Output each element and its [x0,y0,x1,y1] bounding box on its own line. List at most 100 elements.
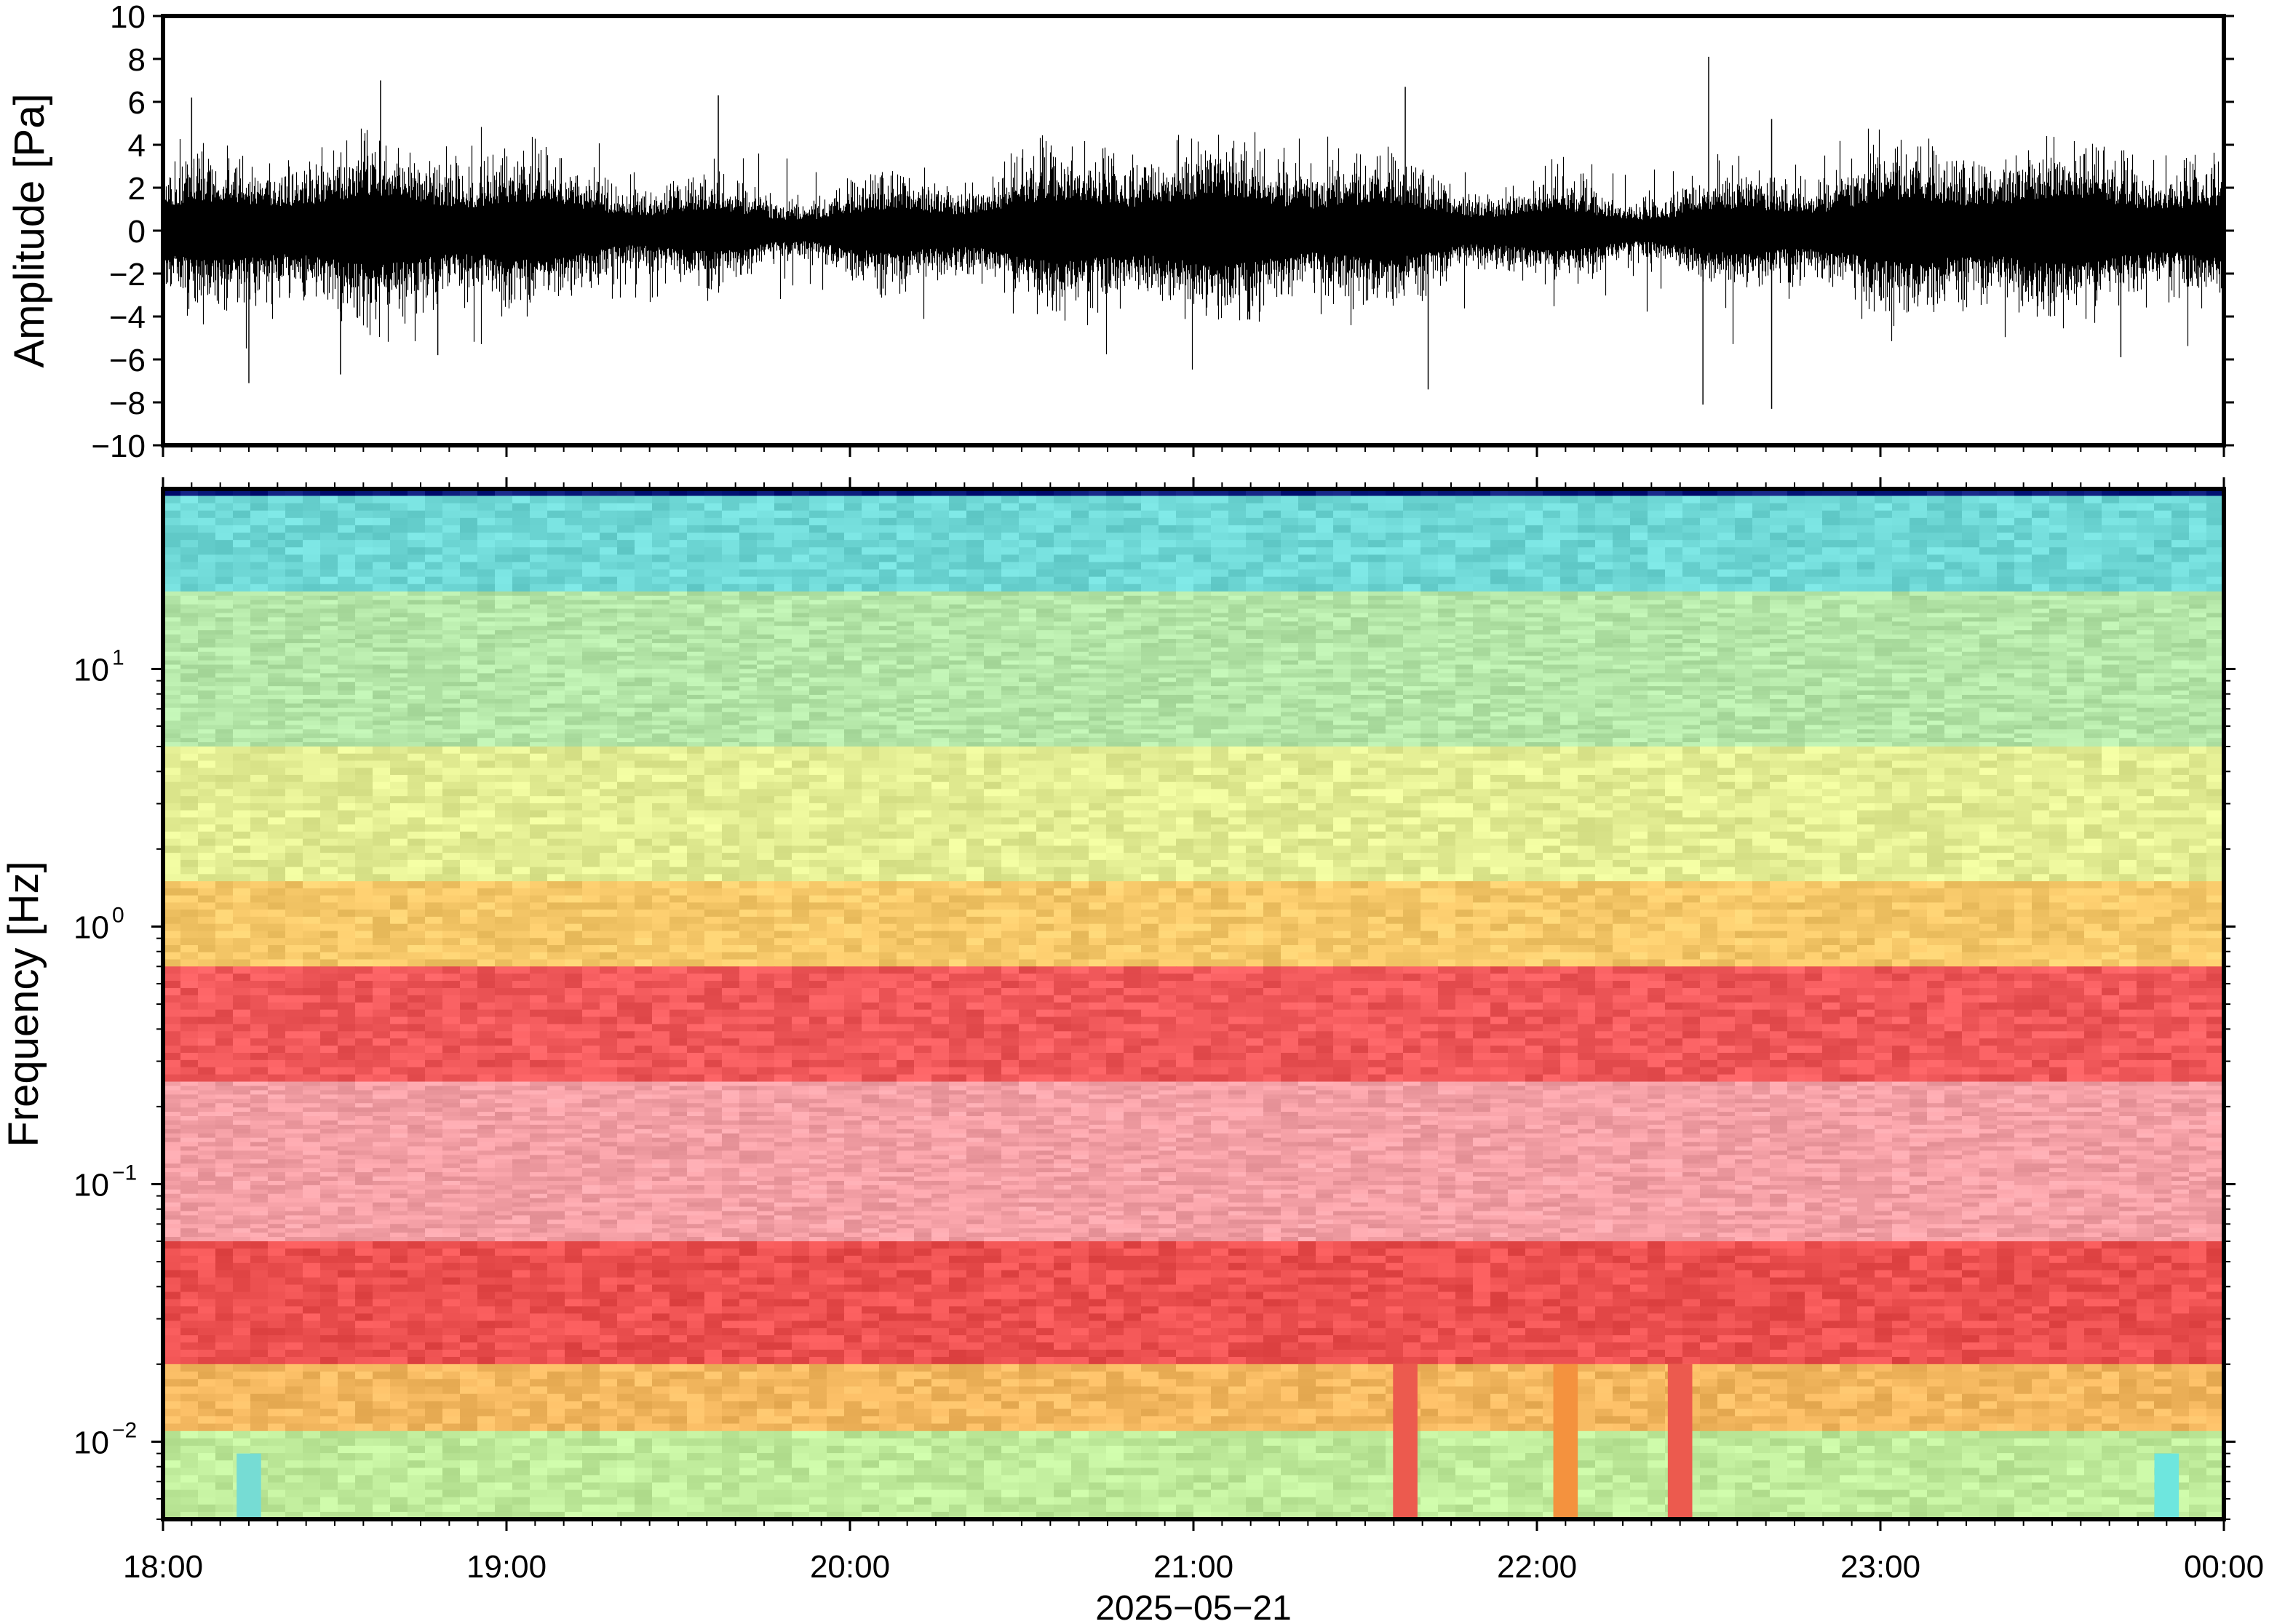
spectrogram-cell [565,595,583,601]
spectrogram-cell [338,682,356,687]
spectrogram-cell [1159,540,1177,548]
spectrogram-cell [809,554,827,563]
spectrogram-cell [1700,647,1718,653]
spectrogram-cell [669,642,688,648]
spectrogram-cell [390,617,408,622]
spectrogram-cell [1910,604,1928,610]
spectrogram-cell [303,664,321,670]
spectrogram-cell [1351,690,1369,696]
spectrogram-cell [1333,562,1351,570]
spectrogram-cell [2189,562,2207,570]
spectrogram-cell [2206,703,2224,709]
spectrogram-cell [984,617,1002,622]
spectrogram-cell [1368,525,1386,533]
spectrogram-cell [355,690,373,696]
spectrogram-cell [1193,525,1212,533]
spectrogram-cell [1403,698,1421,704]
spectrogram-cell [1543,533,1561,541]
spectrogram-cell [687,647,705,653]
spectrogram-cell [1717,647,1736,653]
spectrogram-cell [1001,503,1020,512]
spectrogram-cell [1543,569,1561,578]
spectrogram-cell [1124,686,1142,691]
spectrogram-cell [1717,630,1736,635]
spectrogram-cell [1351,540,1369,548]
spectrogram-cell [2014,669,2032,674]
spectrogram-cell [1071,569,1089,578]
spectrogram-cell [1770,604,1788,610]
spectrogram-cell [1944,698,1963,704]
spectrogram-cell [1228,698,1247,704]
spectrogram-cell [180,651,199,657]
spectrogram-cell [425,540,443,548]
spectrogram-cell [984,664,1002,670]
spectrogram-cell [2014,677,2032,682]
spectrogram-cell [1071,651,1089,657]
spectrogram-cell [2171,698,2190,704]
spectrogram-cell [565,604,583,610]
spectrogram-cell [198,642,216,648]
spectrogram-cell [582,647,600,653]
spectrogram-cell [1211,547,1229,555]
spectrogram-cell [1089,682,1107,687]
spectrogram-cell [1910,584,1928,592]
spectrogram-cell [1630,660,1648,666]
spectrogram-cell [1228,638,1247,644]
spectrogram-cell [2084,495,2102,504]
spectrogram-cell [408,617,426,622]
spectrogram-cell [1281,489,1299,497]
spectrogram-cell [1089,677,1107,682]
spectrogram-cell [1717,621,1736,626]
spectrogram-cell [1560,533,1578,541]
spectrogram-cell [1962,554,1980,563]
spectrogram-cell [1525,576,1543,585]
spectrogram-cell [1473,569,1491,578]
spectrogram-cell [355,613,373,618]
spectrogram-cell [547,651,565,657]
spectrogram-cell [1490,562,1509,570]
spectrogram-cell [1840,489,1858,497]
spectrogram-cell [530,626,548,631]
spectrogram-cell [966,617,985,622]
spectrogram-cell [285,569,303,578]
spectrogram-cell [1700,604,1718,610]
spectrogram-cell [460,533,478,541]
spectrogram-cell [1857,617,1875,622]
spectrogram-cell [268,698,286,704]
spectrogram-cell [1281,600,1299,605]
spectrogram-cell [1176,600,1194,605]
spectrogram-cell [1979,630,1998,635]
spectrogram-cell [1333,682,1351,687]
spectrogram-cell [1124,638,1142,644]
spectrogram-cell [198,608,216,614]
spectrogram-cell [233,569,251,578]
spectrogram-cell [1438,595,1456,601]
spectrogram-cell [757,669,775,674]
spectrogram-cell [984,638,1002,644]
spectrogram-cell [600,673,618,678]
spectrogram-cell [827,660,845,666]
spectrogram-cell [1176,638,1194,644]
spectrogram-cell [652,686,670,691]
spectrogram-cell [268,591,286,597]
spectrogram-cell [2137,634,2155,640]
spectrogram-cell [530,664,548,670]
spectrogram-cell [1910,673,1928,678]
spectrogram-cell [1613,694,1631,700]
spectrogram-cell [2102,656,2120,661]
spectrogram-cell [1525,562,1543,570]
spectrogram-cell [198,651,216,657]
spectrogram-cell [1613,608,1631,614]
spectrogram-cell [1490,703,1509,709]
spectrogram-cell [897,690,915,696]
spectrogram-cell [1787,503,1805,512]
spectrogram-cell [1019,608,1037,614]
spectrogram-cell [1438,495,1456,504]
spectrogram-cell [1508,638,1526,644]
spectrogram-cell [180,656,199,661]
spectrogram-cell [2154,617,2172,622]
spectrogram-cell [1228,489,1247,497]
spectrogram-cell [2189,591,2207,597]
spectrogram-cell [2067,621,2085,626]
spectrogram-cell [1211,503,1229,512]
